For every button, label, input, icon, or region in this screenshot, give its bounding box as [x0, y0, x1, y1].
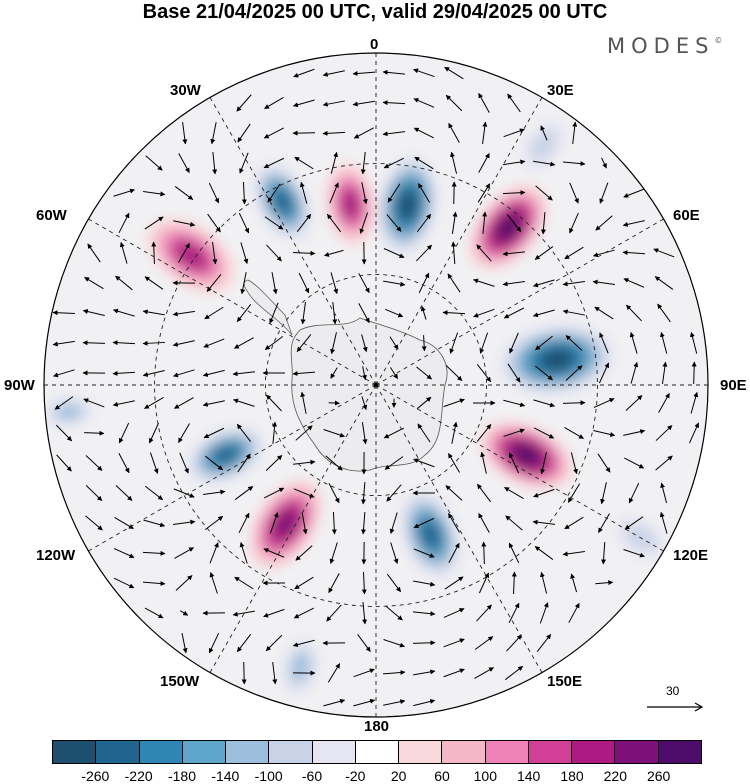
- colorbar-cell: [486, 741, 529, 763]
- lon-label-30w: 30W: [170, 82, 201, 99]
- colorbar-label: -260: [81, 768, 109, 784]
- colorbar-cell: [615, 741, 658, 763]
- colorbar-cell: [659, 741, 701, 763]
- lon-label-90w: 90W: [4, 377, 35, 394]
- south-pole-marker: [374, 383, 379, 388]
- lon-label-150w: 150W: [160, 673, 199, 690]
- lon-label-180: 180: [364, 718, 389, 735]
- lon-label-120w: 120W: [36, 547, 75, 564]
- colorbar-cell: [226, 741, 269, 763]
- colorbar-label: 220: [604, 768, 627, 784]
- colorbar-label: 20: [391, 768, 407, 784]
- polar-map: [0, 0, 750, 740]
- lon-label-90e: 90E: [720, 377, 747, 394]
- colorbar-label: -140: [211, 768, 239, 784]
- colorbar-label: -60: [302, 768, 322, 784]
- colorbar-labels: -260 -220 -180 -140 -100 -60 -20 20 60 100 140 180 2…: [52, 768, 702, 784]
- colorbar-cell: [529, 741, 572, 763]
- lon-label-120e: 120E: [673, 547, 708, 564]
- colorbar-label: -180: [168, 768, 196, 784]
- colorbar-label: 180: [560, 768, 583, 784]
- reference-vector-arrow: [645, 700, 705, 714]
- colorbar-label: 60: [434, 768, 450, 784]
- lon-label-60e: 60E: [673, 207, 700, 224]
- colorbar-cell: [356, 741, 399, 763]
- colorbar-label: 100: [474, 768, 497, 784]
- wind-vector: [329, 403, 340, 404]
- colorbar-label: 140: [517, 768, 540, 784]
- lon-label-60w: 60W: [36, 207, 67, 224]
- colorbar-label: -220: [125, 768, 153, 784]
- colorbar-cell: [572, 741, 615, 763]
- colorbar-cell: [399, 741, 442, 763]
- colorbar: [52, 740, 702, 764]
- reference-vector-label: 30: [666, 684, 679, 698]
- wind-vector: [244, 662, 245, 684]
- colorbar-cell: [96, 741, 139, 763]
- colorbar-cell: [183, 741, 226, 763]
- colorbar-cell: [313, 741, 356, 763]
- colorbar-label: 260: [647, 768, 670, 784]
- colorbar-label: -100: [255, 768, 283, 784]
- colorbar-cell: [442, 741, 485, 763]
- wind-vector: [694, 362, 695, 384]
- colorbar-cell: [140, 741, 183, 763]
- colorbar-label: -20: [345, 768, 365, 784]
- colorbar-cell: [269, 741, 312, 763]
- lon-label-30e: 30E: [547, 82, 574, 99]
- colorbar-cell: [53, 741, 96, 763]
- wind-vector: [413, 643, 435, 644]
- lon-label-0: 0: [370, 36, 378, 53]
- lon-label-150e: 150E: [547, 673, 582, 690]
